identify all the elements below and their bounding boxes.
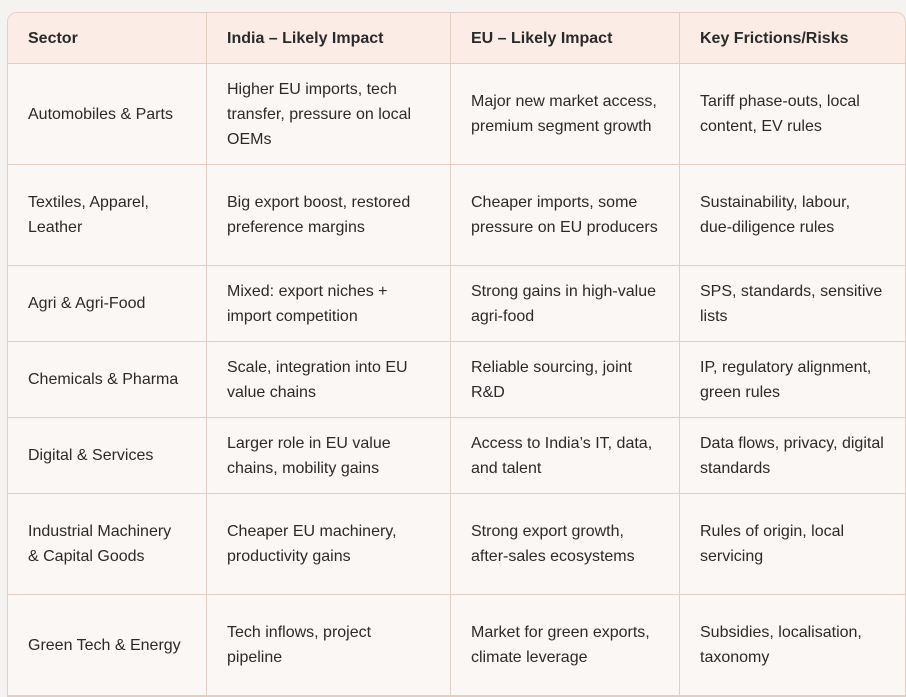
frictions-cell: Sustainability, labour, due-diligence ru…	[680, 165, 905, 266]
frictions-cell: IP, regulatory alignment, green rules	[680, 342, 905, 418]
sector-impact-table: Sector India – Likely Impact EU – Likely…	[7, 12, 906, 697]
sector-cell: Digital & Services	[8, 418, 207, 494]
impact-table-container: Sector India – Likely Impact EU – Likely…	[7, 12, 906, 697]
india-impact-cell: Higher EU imports, tech transfer, pressu…	[207, 64, 451, 165]
frictions-cell: SPS, standards, sensitive lists	[680, 266, 905, 342]
table-row: Digital & Services Larger role in EU valu…	[8, 418, 905, 494]
sector-cell: Automobiles & Parts	[8, 64, 207, 165]
table-row: Chemicals & Pharma Scale, integration int…	[8, 342, 905, 418]
header-sector: Sector	[8, 13, 207, 64]
frictions-cell: Subsidies, localisation, taxonomy	[680, 595, 905, 696]
eu-impact-cell: Reliable sourcing, joint R&D	[451, 342, 680, 418]
sector-cell: Textiles, Apparel, Leather	[8, 165, 207, 266]
eu-impact-cell: Major new market access, premium segment…	[451, 64, 680, 165]
table-row: Agri & Agri-Food Mixed: export niches + i…	[8, 266, 905, 342]
table-row: Green Tech & Energy Tech inflows, project…	[8, 595, 905, 696]
eu-impact-cell: Strong gains in high-value agri-food	[451, 266, 680, 342]
india-impact-cell: Scale, integration into EU value chains	[207, 342, 451, 418]
india-impact-cell: Larger role in EU value chains, mobility…	[207, 418, 451, 494]
frictions-cell: Rules of origin, local servicing	[680, 494, 905, 595]
frictions-cell: Tariff phase-outs, local content, EV rul…	[680, 64, 905, 165]
india-impact-cell: Cheaper EU machinery, productivity gains	[207, 494, 451, 595]
india-impact-cell: Mixed: export niches + import competitio…	[207, 266, 451, 342]
eu-impact-cell: Market for green exports, climate levera…	[451, 595, 680, 696]
sector-cell: Agri & Agri-Food	[8, 266, 207, 342]
india-impact-cell: Big export boost, restored preference ma…	[207, 165, 451, 266]
eu-impact-cell: Strong export growth, after-sales ecosys…	[451, 494, 680, 595]
table-row: Automobiles & Parts Higher EU imports, te…	[8, 64, 905, 165]
india-impact-cell: Tech inflows, project pipeline	[207, 595, 451, 696]
sector-cell: Green Tech & Energy	[8, 595, 207, 696]
eu-impact-cell: Access to India’s IT, data, and talent	[451, 418, 680, 494]
frictions-cell: Data flows, privacy, digital standards	[680, 418, 905, 494]
header-india-impact: India – Likely Impact	[207, 13, 451, 64]
table-row: Textiles, Apparel, Leather Big export boo…	[8, 165, 905, 266]
eu-impact-cell: Cheaper imports, some pressure on EU pro…	[451, 165, 680, 266]
table-row: Industrial Machinery & Capital Goods Chea…	[8, 494, 905, 595]
sector-cell: Chemicals & Pharma	[8, 342, 207, 418]
header-frictions: Key Frictions/Risks	[680, 13, 905, 64]
sector-cell: Industrial Machinery & Capital Goods	[8, 494, 207, 595]
table-header-row: Sector India – Likely Impact EU – Likely…	[8, 13, 905, 64]
header-eu-impact: EU – Likely Impact	[451, 13, 680, 64]
